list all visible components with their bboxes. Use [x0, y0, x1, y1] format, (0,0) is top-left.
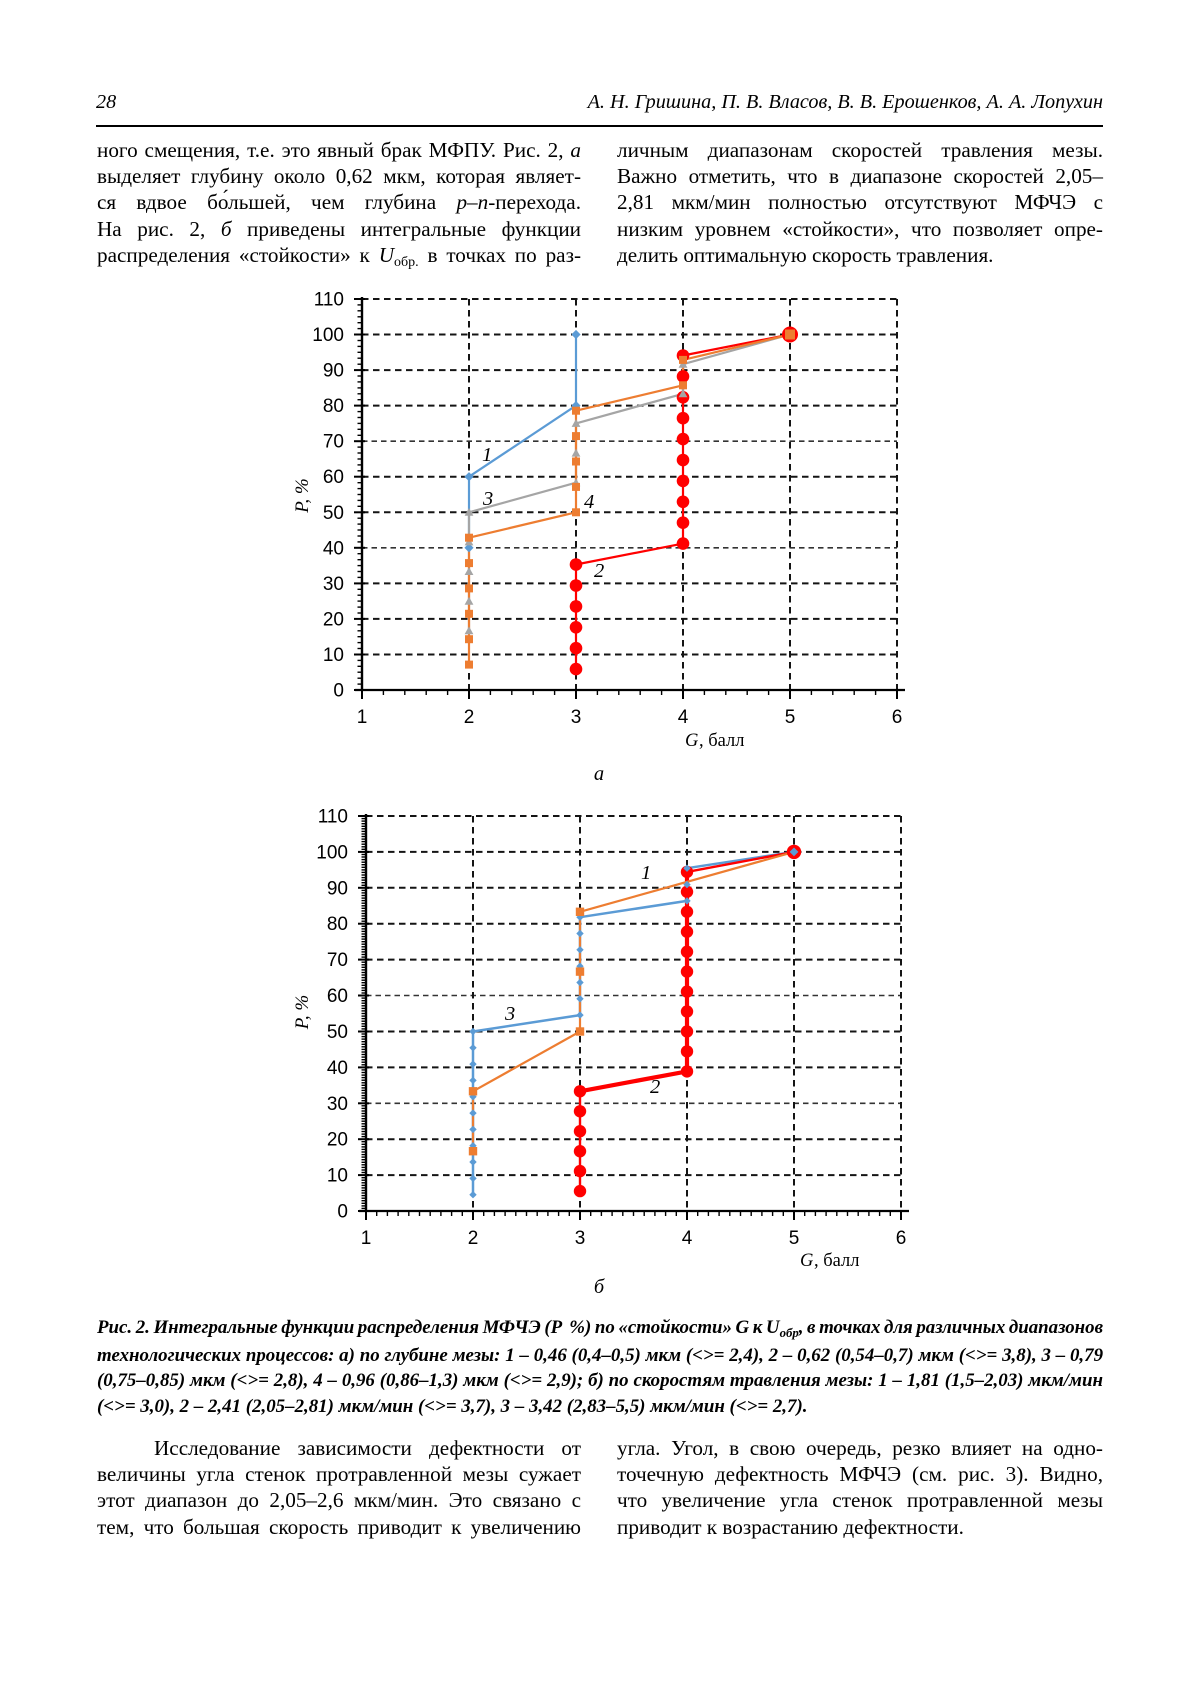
svg-text:30: 30 [327, 1094, 348, 1115]
svg-text:20: 20 [327, 1130, 348, 1151]
svg-text:2: 2 [464, 707, 475, 728]
svg-text:G: G [800, 1251, 813, 1271]
svg-text:60: 60 [323, 467, 344, 488]
svg-text:1: 1 [361, 1228, 372, 1249]
svg-text:80: 80 [323, 396, 344, 417]
svg-text:P, %: P, % [292, 478, 313, 513]
svg-text:70: 70 [323, 432, 344, 453]
svg-text:0: 0 [333, 681, 344, 702]
svg-text:0: 0 [337, 1202, 348, 1223]
svg-text:10: 10 [323, 645, 344, 666]
svg-text:5: 5 [785, 707, 796, 728]
svg-text:1: 1 [482, 444, 492, 466]
svg-text:6: 6 [896, 1228, 907, 1249]
svg-text:G: G [685, 731, 698, 751]
svg-text:50: 50 [323, 503, 344, 524]
svg-text:60: 60 [327, 986, 348, 1007]
svg-text:50: 50 [327, 1022, 348, 1043]
svg-text:2: 2 [650, 1076, 660, 1098]
svg-text:4: 4 [584, 491, 594, 513]
svg-text:20: 20 [323, 609, 344, 630]
svg-text:б: б [594, 1276, 605, 1298]
svg-text:3: 3 [571, 707, 582, 728]
svg-text:80: 80 [327, 914, 348, 935]
svg-text:2: 2 [468, 1228, 479, 1249]
svg-text:3: 3 [575, 1228, 586, 1249]
svg-text:4: 4 [678, 707, 689, 728]
svg-text:, балл: , балл [814, 1251, 860, 1271]
svg-text:1: 1 [641, 862, 651, 884]
svg-text:а: а [594, 763, 604, 785]
svg-text:110: 110 [318, 807, 348, 828]
svg-text:70: 70 [327, 950, 348, 971]
svg-text:90: 90 [323, 361, 344, 382]
svg-text:30: 30 [323, 574, 344, 595]
svg-text:, балл: , балл [699, 731, 745, 751]
svg-text:40: 40 [323, 538, 344, 559]
svg-text:2: 2 [594, 560, 604, 582]
svg-text:10: 10 [327, 1166, 348, 1187]
svg-text:3: 3 [504, 1003, 515, 1025]
svg-text:40: 40 [327, 1058, 348, 1079]
svg-text:100: 100 [312, 325, 344, 346]
svg-text:4: 4 [682, 1228, 693, 1249]
svg-text:6: 6 [892, 707, 903, 728]
svg-text:100: 100 [316, 842, 348, 863]
svg-text:1: 1 [357, 707, 368, 728]
svg-text:5: 5 [789, 1228, 800, 1249]
svg-text:110: 110 [314, 290, 344, 311]
svg-text:3: 3 [482, 488, 493, 510]
svg-text:P, %: P, % [292, 995, 313, 1030]
svg-text:90: 90 [327, 878, 348, 899]
